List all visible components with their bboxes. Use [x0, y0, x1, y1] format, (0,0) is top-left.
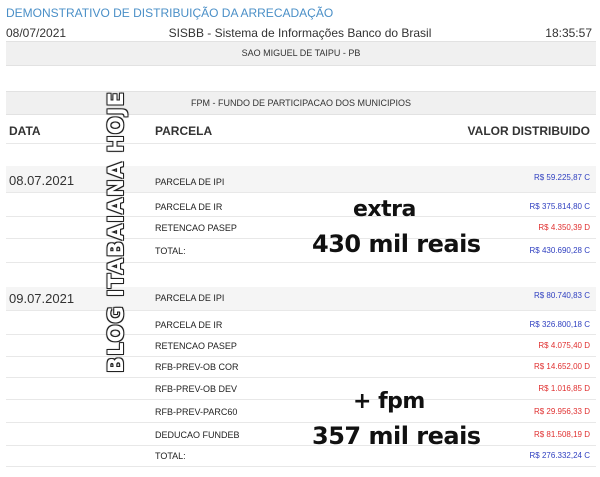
parcel-label: DEDUCAO FUNDEB	[155, 430, 240, 440]
parcel-label: TOTAL:	[155, 246, 186, 256]
row-divider	[6, 445, 596, 446]
parcel-value: R$ 430.690,28 C	[529, 246, 591, 255]
parcel-label: RETENCAO PASEP	[155, 223, 237, 233]
block-date: 08.07.2021	[9, 173, 75, 188]
blog-watermark: BLOG ITABAIANA HOJE	[104, 91, 128, 373]
parcel-label: PARCELA DE IR	[155, 202, 223, 212]
parcel-value: R$ 29.956,33 D	[533, 407, 590, 416]
overlay-fpm-label: + fpm	[353, 389, 425, 414]
parcel-label: RETENCAO PASEP	[155, 341, 237, 351]
parcel-value: R$ 375.814,80 C	[529, 202, 591, 211]
row-background	[6, 287, 596, 310]
row-divider	[6, 334, 596, 335]
overlay-extra-label: extra	[353, 197, 416, 222]
row-divider	[6, 356, 596, 357]
row-divider	[6, 216, 596, 217]
parcel-label: PARCELA DE IPI	[155, 177, 225, 187]
row-divider	[6, 422, 596, 423]
report-title: DEMONSTRATIVO DE DISTRIBUIÇÃO DA ARRECAD…	[6, 6, 334, 20]
parcel-value: R$ 276.332,24 C	[529, 451, 591, 460]
parcel-label: RFB-PREV-OB COR	[155, 362, 239, 372]
row-divider	[6, 262, 596, 263]
municipality-band: SAO MIGUEL DE TAIPU - PB	[6, 41, 596, 66]
parcel-label: PARCELA DE IR	[155, 320, 223, 330]
row-divider	[6, 192, 596, 193]
column-header-value: VALOR DISTRIBUIDO	[467, 124, 590, 138]
fund-name: FPM - FUNDO DE PARTICIPACAO DOS MUNICIPI…	[190, 98, 412, 108]
row-divider	[6, 399, 596, 400]
system-name: SISBB - Sistema de Informações Banco do …	[168, 26, 432, 40]
row-divider	[6, 466, 596, 467]
parcel-value: R$ 59.225,87 C	[533, 173, 590, 182]
parcel-label: RFB-PREV-PARC60	[155, 407, 238, 417]
parcel-label: TOTAL:	[155, 451, 186, 461]
fund-band: FPM - FUNDO DE PARTICIPACAO DOS MUNICIPI…	[6, 91, 596, 115]
row-divider	[6, 310, 596, 311]
parcel-value: R$ 1.016,85 D	[538, 384, 590, 393]
parcel-label: PARCELA DE IPI	[155, 293, 225, 303]
report-time: 18:35:57	[545, 26, 592, 40]
column-header-date: DATA	[9, 124, 41, 138]
row-divider	[6, 238, 596, 239]
parcel-label: RFB-PREV-OB DEV	[155, 384, 238, 394]
header-divider	[6, 143, 596, 144]
report-date: 08/07/2021	[6, 26, 67, 40]
column-header-parcel: PARCELA	[155, 124, 213, 138]
parcel-value: R$ 80.740,83 C	[533, 291, 590, 300]
overlay-extra-amount: 430 mil reais	[312, 230, 481, 258]
row-background	[6, 166, 596, 192]
parcel-value: R$ 81.508,19 D	[533, 430, 590, 439]
parcel-value: R$ 4.350,39 D	[538, 223, 590, 232]
parcel-value: R$ 14.652,00 D	[533, 362, 590, 371]
parcel-value: R$ 4.075,40 D	[538, 341, 590, 350]
municipality-name: SAO MIGUEL DE TAIPU - PB	[241, 48, 361, 58]
row-divider	[6, 377, 596, 378]
parcel-value: R$ 326.800,18 C	[529, 320, 591, 329]
block-date: 09.07.2021	[9, 291, 75, 306]
overlay-fpm-amount: 357 mil reais	[312, 422, 481, 450]
